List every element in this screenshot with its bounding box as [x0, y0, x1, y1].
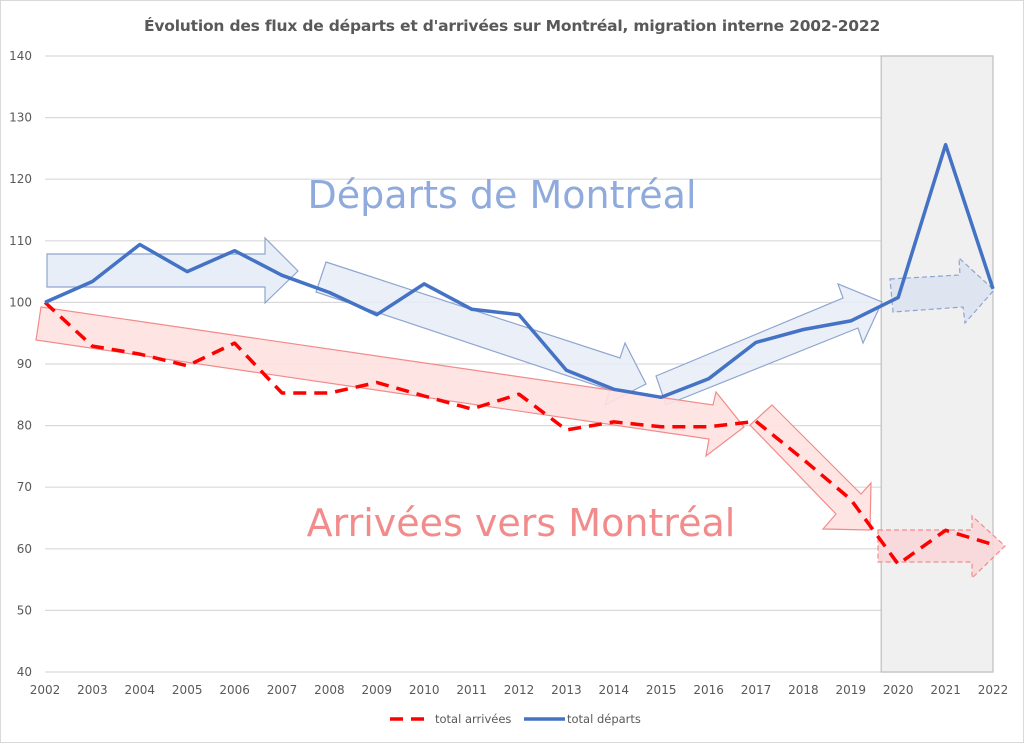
y-tick-label: 50: [17, 603, 32, 617]
y-tick-label: 80: [17, 419, 32, 433]
data-series: [43, 142, 995, 566]
x-tick-label: 2009: [362, 683, 393, 697]
gridlines: [45, 55, 993, 673]
annotation-arrivees: Arrivées vers Montréal: [307, 501, 736, 545]
x-tick-label: 2005: [172, 683, 203, 697]
y-tick-label: 140: [9, 49, 32, 63]
x-tick-label: 2002: [30, 683, 61, 697]
chart-title: Évolution des flux de départs et d'arriv…: [143, 17, 881, 35]
y-tick-label: 60: [17, 542, 32, 556]
annotation-departs: Départs de Montréal: [307, 173, 696, 217]
x-axis-ticks: 2002 2003 2004 2005 2006 2007 2008 2009 2010 2011…: [30, 683, 1009, 697]
x-tick-label: 2015: [646, 683, 677, 697]
legend-label-arrivees: total arrivées: [435, 712, 511, 726]
x-tick-label: 2018: [788, 683, 819, 697]
legend: total arrivées total départs: [390, 712, 641, 726]
x-tick-label: 2008: [314, 683, 345, 697]
x-tick-label: 2022: [978, 683, 1009, 697]
highlight-region: [880, 55, 994, 673]
red-dashed-arrow: [877, 514, 1006, 580]
y-tick-label: 40: [17, 665, 32, 679]
y-tick-label: 100: [9, 295, 32, 309]
blue-dashed-arrow: [889, 256, 995, 325]
x-tick-label: 2011: [456, 683, 487, 697]
legend-label-departs: total départs: [567, 712, 641, 726]
y-tick-label: 90: [17, 357, 32, 371]
y-tick-label: 130: [9, 111, 32, 125]
x-tick-label: 2012: [504, 683, 535, 697]
x-tick-label: 2006: [219, 683, 250, 697]
x-tick-label: 2019: [836, 683, 867, 697]
x-tick-label: 2010: [409, 683, 440, 697]
x-tick-label: 2003: [77, 683, 108, 697]
x-tick-label: 2013: [551, 683, 582, 697]
x-tick-label: 2014: [599, 683, 630, 697]
trend-arrows: [35, 236, 1006, 580]
x-tick-label: 2020: [883, 683, 914, 697]
x-tick-label: 2004: [125, 683, 156, 697]
x-tick-label: 2017: [741, 683, 772, 697]
x-tick-label: 2016: [693, 683, 724, 697]
y-axis-ticks: 40 50 60 70 80 90 100 110 120 130 140: [9, 49, 32, 679]
y-tick-label: 70: [17, 480, 32, 494]
x-tick-label: 2021: [930, 683, 961, 697]
blue-trend-arrow-1: [46, 236, 299, 305]
y-tick-label: 120: [9, 172, 32, 186]
y-tick-label: 110: [9, 234, 32, 248]
red-trend-arrow-1: [35, 306, 745, 458]
x-tick-label: 2007: [267, 683, 298, 697]
